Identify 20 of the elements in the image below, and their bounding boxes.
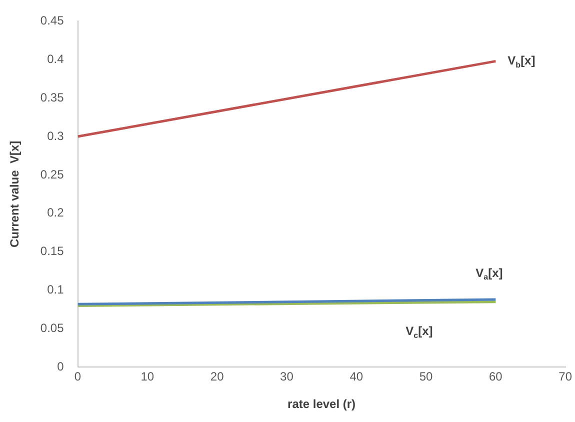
y-tick-label: 0.3: [47, 128, 64, 143]
y-tick-label: 0.2: [47, 206, 64, 220]
x-tick-label: 30: [280, 370, 294, 384]
y-axis-title: Current value V[x]: [8, 140, 22, 248]
y-tick-label: 0.25: [40, 167, 64, 182]
x-tick-label: 40: [350, 370, 364, 384]
x-axis-title: rate level (r): [288, 397, 356, 412]
y-tick-label: 0.35: [40, 90, 64, 104]
x-tick-label: 10: [140, 370, 154, 384]
x-tick-label: 60: [488, 370, 503, 384]
x-tick-label: 50: [419, 370, 434, 384]
y-tick-label: 0.45: [40, 14, 64, 28]
y-tick-label: 0.15: [40, 244, 64, 258]
y-tick-label: 0.05: [40, 321, 64, 336]
x-tick-label: 20: [210, 370, 224, 384]
x-tick-label: 0: [74, 370, 82, 384]
x-tick-label: 70: [558, 370, 572, 384]
y-tick-label: 0.4: [47, 52, 64, 66]
y-tick-label: 0: [57, 360, 64, 374]
y-tick-label: 0.1: [47, 282, 64, 297]
